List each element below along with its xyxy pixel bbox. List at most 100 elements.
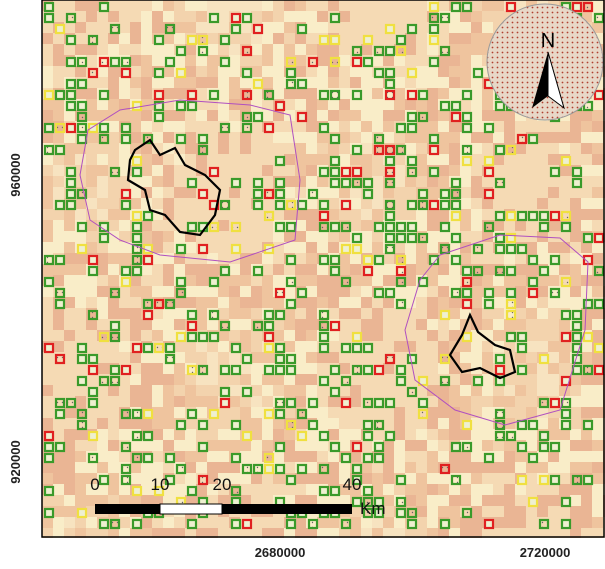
habitat-patch	[364, 36, 372, 44]
raster-cell	[130, 275, 141, 286]
raster-cell	[306, 253, 317, 264]
habitat-patch	[386, 234, 394, 242]
habitat-patch	[584, 476, 592, 484]
raster-cell	[581, 352, 592, 363]
raster-cell	[42, 418, 53, 429]
raster-cell	[229, 88, 240, 99]
raster-cell	[306, 374, 317, 385]
habitat-patch	[56, 443, 64, 451]
raster-cell	[141, 352, 152, 363]
raster-cell	[75, 286, 86, 297]
habitat-patch	[364, 366, 372, 374]
raster-cell	[218, 407, 229, 418]
raster-cell	[86, 11, 97, 22]
raster-cell	[570, 517, 581, 528]
raster-cell	[482, 396, 493, 407]
raster-cell	[405, 363, 416, 374]
habitat-patch	[243, 388, 251, 396]
raster-cell	[427, 407, 438, 418]
raster-cell	[416, 517, 427, 528]
raster-cell	[438, 66, 449, 77]
raster-cell	[306, 165, 317, 176]
x-tick-label: 2720000	[520, 545, 571, 560]
raster-cell	[482, 440, 493, 451]
habitat-patch	[463, 333, 471, 341]
raster-cell	[75, 253, 86, 264]
raster-cell	[482, 0, 493, 11]
raster-cell	[592, 352, 603, 363]
habitat-patch	[331, 487, 339, 495]
raster-cell	[559, 451, 570, 462]
raster-cell	[570, 396, 581, 407]
habitat-patch	[331, 168, 339, 176]
habitat-patch	[441, 14, 449, 22]
raster-cell	[152, 330, 163, 341]
raster-cell	[284, 165, 295, 176]
raster-cell	[526, 154, 537, 165]
raster-cell	[273, 77, 284, 88]
raster-cell	[42, 407, 53, 418]
habitat-patch	[518, 135, 526, 143]
habitat-patch	[265, 465, 273, 473]
habitat-patch	[452, 190, 460, 198]
raster-cell	[317, 44, 328, 55]
raster-cell	[42, 319, 53, 330]
raster-cell	[471, 176, 482, 187]
raster-cell	[163, 165, 174, 176]
habitat-patch	[199, 421, 207, 429]
raster-cell	[240, 165, 251, 176]
raster-cell	[163, 330, 174, 341]
raster-cell	[361, 473, 372, 484]
raster-cell	[460, 99, 471, 110]
raster-cell	[240, 176, 251, 187]
raster-cell	[262, 154, 273, 165]
habitat-patch	[243, 355, 251, 363]
habitat-patch	[584, 300, 592, 308]
raster-cell	[251, 0, 262, 11]
raster-cell	[570, 429, 581, 440]
raster-cell	[416, 44, 427, 55]
raster-cell	[306, 110, 317, 121]
raster-cell	[548, 374, 559, 385]
habitat-patch	[254, 322, 262, 330]
raster-cell	[196, 275, 207, 286]
raster-cell	[328, 374, 339, 385]
habitat-patch	[287, 58, 295, 66]
raster-cell	[152, 429, 163, 440]
raster-cell	[581, 407, 592, 418]
raster-cell	[86, 220, 97, 231]
habitat-patch	[133, 157, 141, 165]
habitat-patch	[320, 377, 328, 385]
habitat-patch	[287, 355, 295, 363]
raster-cell	[163, 308, 174, 319]
raster-cell	[471, 418, 482, 429]
raster-cell	[416, 330, 427, 341]
raster-cell	[97, 187, 108, 198]
raster-cell	[372, 473, 383, 484]
raster-cell	[207, 517, 218, 528]
raster-cell	[361, 242, 372, 253]
habitat-patch	[529, 289, 537, 297]
raster-cell	[361, 209, 372, 220]
raster-cell	[383, 418, 394, 429]
raster-cell	[471, 22, 482, 33]
raster-cell	[449, 121, 460, 132]
habitat-patch	[122, 476, 130, 484]
habitat-patch	[353, 47, 361, 55]
habitat-patch	[232, 14, 240, 22]
raster-cell	[152, 418, 163, 429]
raster-cell	[262, 440, 273, 451]
raster-cell	[163, 0, 174, 11]
habitat-patch	[386, 289, 394, 297]
raster-cell	[229, 77, 240, 88]
raster-cell	[306, 297, 317, 308]
raster-cell	[427, 66, 438, 77]
raster-cell	[372, 33, 383, 44]
habitat-patch	[45, 278, 53, 286]
habitat-patch	[254, 201, 262, 209]
raster-cell	[64, 220, 75, 231]
raster-cell	[405, 44, 416, 55]
raster-cell	[174, 165, 185, 176]
habitat-patch	[397, 300, 405, 308]
raster-cell	[42, 22, 53, 33]
